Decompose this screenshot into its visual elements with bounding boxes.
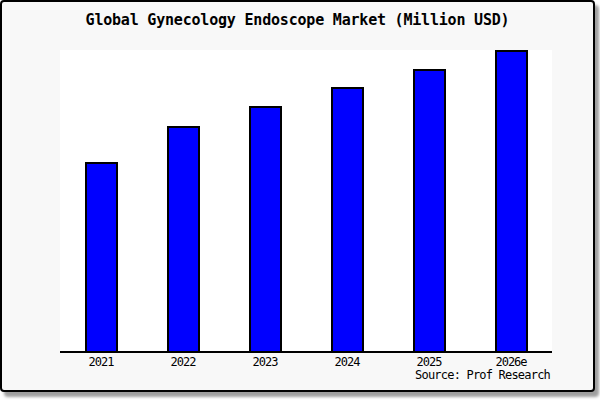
chart-title: Global Gynecology Endoscope Market (Mill… [2,11,593,29]
source-text: Source: Prof Research [415,368,550,382]
plot-area [60,50,552,353]
x-tick-label-2024: 2024 [306,355,388,369]
bar-2022 [167,126,200,351]
x-tick-label-2021: 2021 [60,355,142,369]
x-tick-label-2022: 2022 [142,355,224,369]
bar-2021 [85,162,118,351]
bar-2023 [249,106,282,351]
bar-2025 [413,69,446,351]
x-tick-label-2025: 2025 [388,355,470,369]
bar-2026e [495,50,528,351]
x-tick-label-2023: 2023 [224,355,306,369]
chart-card: Global Gynecology Endoscope Market (Mill… [0,0,595,392]
x-tick-label-2026e: 2026e [470,355,552,369]
bar-2024 [331,87,364,351]
